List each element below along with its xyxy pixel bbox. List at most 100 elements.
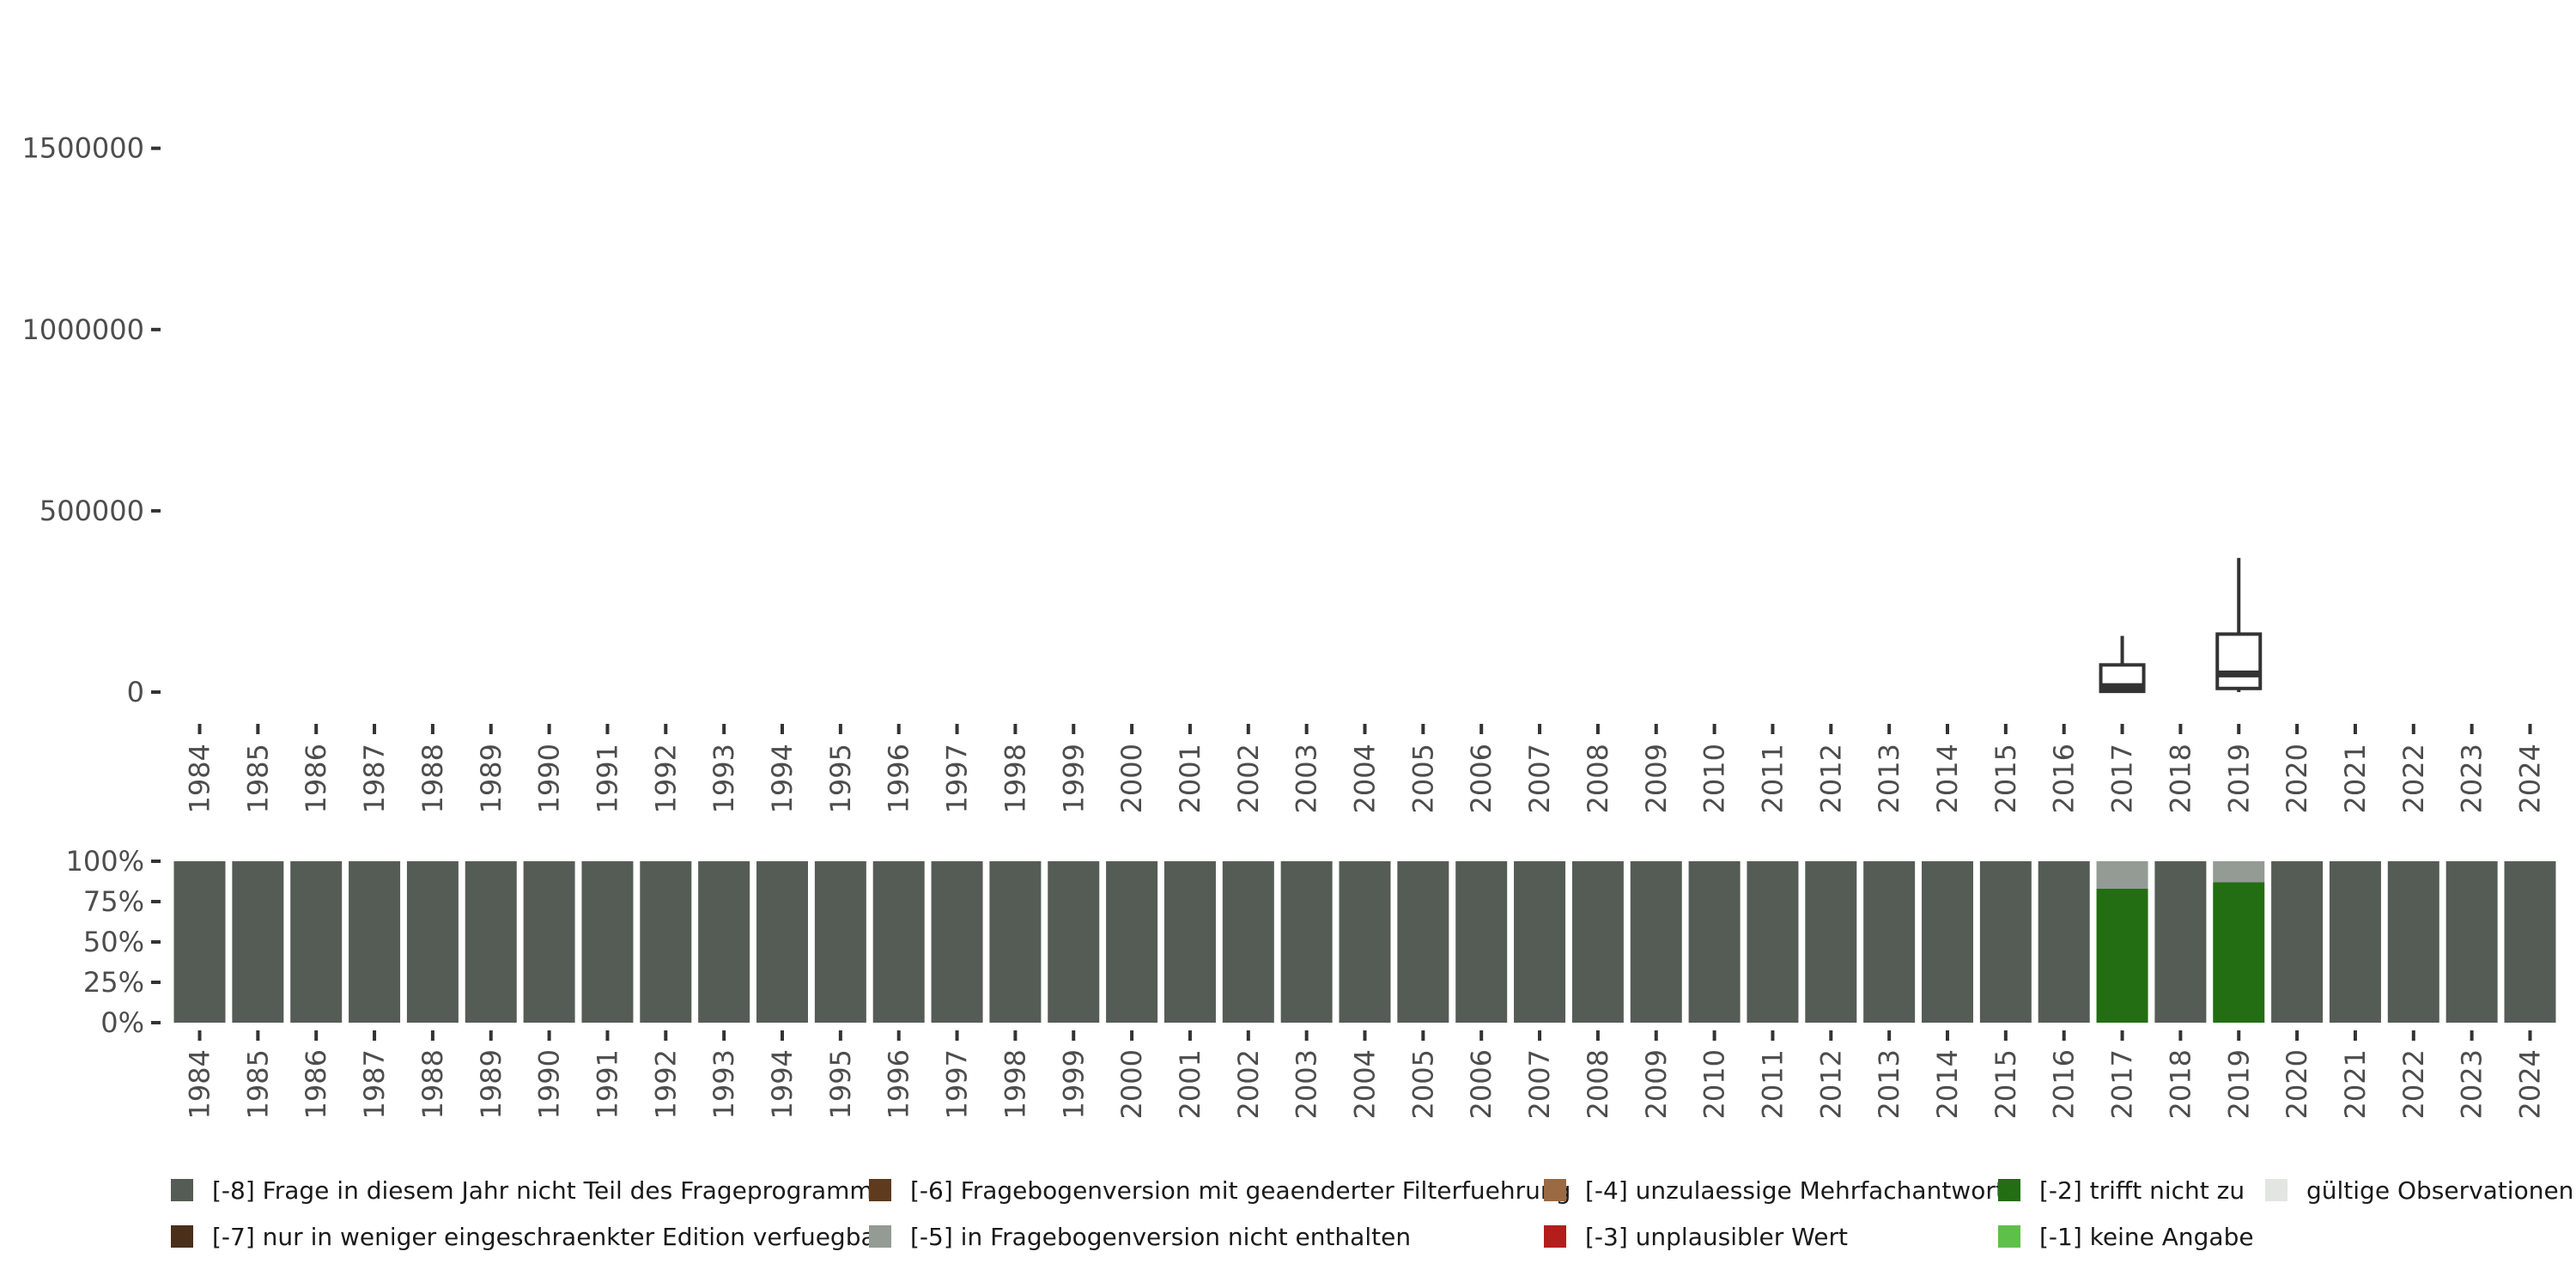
bar-x-axis: 1984 1985 1986 1987 1988 1989 1990 1991 1992 1993… <box>184 1030 2547 1119</box>
box-plot-boxes <box>2099 557 2263 694</box>
bar-segment-2024 <box>2504 861 2556 1023</box>
stacked-bars <box>173 861 2556 1023</box>
legend-item: gültige Observationen <box>2265 1176 2573 1205</box>
box-x-tick-label: 2012 <box>1814 744 1847 813</box>
bar-x-tick-label: 1999 <box>1057 1049 1090 1119</box>
bar-x-tick-label: 2020 <box>2281 1049 2313 1119</box>
legend-label: [-7] nur in weniger eingeschraenkter Edi… <box>212 1223 886 1251</box>
legend-label: [-5] in Fragebogenversion nicht enthalte… <box>910 1223 1411 1251</box>
box-x-tick-label: 2010 <box>1698 744 1731 813</box>
bar-x-tick-label: 2024 <box>2514 1049 2547 1119</box>
box-x-tick-label: 1998 <box>999 744 1031 813</box>
bar-segment-2011 <box>1747 861 1799 1023</box>
bar-segment-1990 <box>523 861 575 1023</box>
bar-y-tick-label: 50% <box>83 926 144 958</box>
bar-segment-1992 <box>640 861 692 1023</box>
bar-y-tick-label: 0% <box>100 1006 144 1039</box>
bar-x-tick-label: 1985 <box>241 1049 274 1119</box>
box-x-tick-label: 2001 <box>1174 744 1206 813</box>
bar-x-tick-label: 2021 <box>2339 1049 2372 1119</box>
box-plot-x-axis: 1984 1985 1986 1987 1988 1989 1990 1991 1992 1993… <box>184 724 2547 813</box>
box-x-tick-label: 2016 <box>2048 744 2081 813</box>
bar-x-tick-label: 2009 <box>1640 1049 1673 1119</box>
box-x-tick-label: 1989 <box>475 744 507 813</box>
bar-segment-2022 <box>2387 861 2439 1023</box>
box-x-tick-label: 1993 <box>708 744 740 813</box>
bar-segment-2003 <box>1280 861 1333 1023</box>
box-x-tick-label: 2022 <box>2397 744 2430 813</box>
legend-item: [-5] in Fragebogenversion nicht enthalte… <box>869 1223 1411 1251</box>
bar-x-tick-label: 2000 <box>1115 1049 1148 1119</box>
box-x-tick-label: 2006 <box>1465 744 1498 813</box>
box-x-tick-label: 2004 <box>1349 744 1382 813</box>
bar-x-tick-label: 2006 <box>1465 1049 1498 1119</box>
legend-label: [-8] Frage in diesem Jahr nicht Teil des… <box>212 1176 885 1205</box>
legend: [-8] Frage in diesem Jahr nicht Teil des… <box>171 1176 2573 1251</box>
bar-x-tick-label: 1995 <box>824 1049 857 1119</box>
legend-item: [-8] Frage in diesem Jahr nicht Teil des… <box>171 1176 885 1205</box>
bar-segment-2001 <box>1163 861 1216 1023</box>
bar-x-tick-label: 2015 <box>1990 1049 2022 1119</box>
bar-y-tick-label: 25% <box>83 966 144 999</box>
box-x-tick-label: 1988 <box>416 744 449 813</box>
box-x-tick-label: 2013 <box>1873 744 1905 813</box>
bar-segment-2016 <box>2038 861 2090 1023</box>
bar-x-tick-label: 1984 <box>184 1049 216 1119</box>
legend-label: [-2] trifft nicht zu <box>2039 1176 2245 1205</box>
bar-segment-1984 <box>173 861 226 1023</box>
legend-label: [-4] unzulaessige Mehrfachantwort <box>1585 1176 2005 1205</box>
bar-y-axis: 0% 25% 50% 75% 100% <box>66 845 161 1039</box>
bar-x-tick-label: 2014 <box>1931 1049 1964 1119</box>
box-x-tick-label: 2008 <box>1582 744 1614 813</box>
bar-segment-1987 <box>349 861 401 1023</box>
box-x-tick-label: 2020 <box>2281 744 2313 813</box>
bar-segment-2002 <box>1222 861 1274 1023</box>
bar-x-tick-label: 2001 <box>1174 1049 1206 1119</box>
bar-segment-1999 <box>1048 861 1100 1023</box>
bar-x-tick-label: 1990 <box>533 1049 566 1119</box>
bar-segment-1988 <box>406 861 459 1023</box>
box-x-tick-label: 2018 <box>2164 744 2196 813</box>
box-x-tick-label: 2000 <box>1115 744 1148 813</box>
bar-x-tick-label: 2022 <box>2397 1049 2430 1119</box>
box-x-tick-label: 2019 <box>2222 744 2255 813</box>
bar-x-tick-label: 2016 <box>2048 1049 2081 1119</box>
bar-x-tick-label: 1986 <box>300 1049 332 1119</box>
legend-label: [-3] unplausibler Wert <box>1585 1223 1848 1251</box>
box-plot-y-axis: 0 500000 1000000 1500000 <box>21 132 161 708</box>
bar-segment-2009 <box>1630 861 1682 1023</box>
box-x-tick-label: 2011 <box>1756 744 1789 813</box>
legend-swatch <box>171 1179 193 1201</box>
legend-swatch <box>171 1225 193 1248</box>
bar-segment-1996 <box>872 861 925 1023</box>
box-y-tick-label: 0 <box>127 676 144 708</box>
bar-segment-2007 <box>1514 861 1566 1023</box>
bar-segment-1991 <box>581 861 634 1023</box>
box-x-tick-label: 2014 <box>1931 744 1964 813</box>
box-x-tick-label: 2023 <box>2456 744 2488 813</box>
bar-x-tick-label: 1993 <box>708 1049 740 1119</box>
legend-swatch <box>1998 1225 2020 1248</box>
bar-x-tick-label: 2002 <box>1232 1049 1265 1119</box>
bar-segment-2023 <box>2445 861 2498 1023</box>
box-x-tick-label: 2021 <box>2339 744 2372 813</box>
bar-segment-1989 <box>465 861 517 1023</box>
box-x-tick-label: 1991 <box>591 744 623 813</box>
legend-label: [-1] keine Angabe <box>2039 1223 2254 1251</box>
bar-x-tick-label: 2019 <box>2222 1049 2255 1119</box>
legend-swatch <box>1544 1225 1566 1248</box>
box-x-tick-label: 1990 <box>533 744 566 813</box>
bar-x-tick-label: 1998 <box>999 1049 1031 1119</box>
legend-item: [-4] unzulaessige Mehrfachantwort <box>1544 1176 2005 1205</box>
box-x-tick-label: 1994 <box>766 744 799 813</box>
bar-segment-2018 <box>2154 861 2207 1023</box>
box-x-tick-label: 2003 <box>1291 744 1323 813</box>
box-x-tick-label: 1997 <box>941 744 974 813</box>
box-x-tick-label: 1999 <box>1057 744 1090 813</box>
legend-label: [-6] Fragebogenversion mit geaenderter F… <box>910 1176 1571 1205</box>
bar-x-tick-label: 1994 <box>766 1049 799 1119</box>
bar-segment-1995 <box>814 861 866 1023</box>
bar-x-tick-label: 2008 <box>1582 1049 1614 1119</box>
bar-segment-1985 <box>232 861 284 1023</box>
